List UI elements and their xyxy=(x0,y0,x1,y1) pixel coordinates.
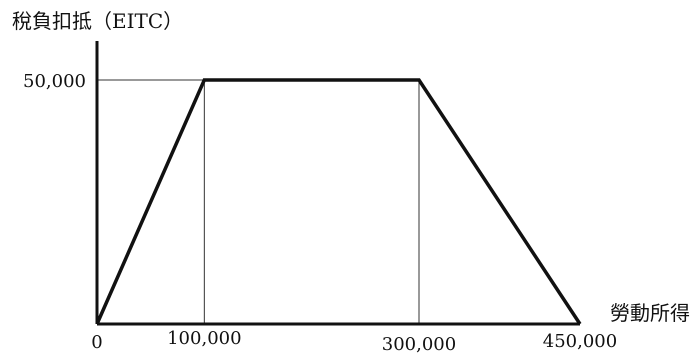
y-tick-label-50000: 50,000 xyxy=(23,71,86,92)
guide-lines xyxy=(97,79,420,324)
x-tick-label-0: 0 xyxy=(91,332,102,353)
x-tick-label-450000: 450,000 xyxy=(543,331,617,352)
x-axis-title: 勞動所得 xyxy=(610,301,690,325)
eitc-series-line xyxy=(95,78,582,325)
x-tick-label-300000: 300,000 xyxy=(382,334,456,355)
y-axis-title: 稅負扣抵（EITC） xyxy=(12,9,183,33)
x-tick-label-100000: 100,000 xyxy=(167,328,241,349)
